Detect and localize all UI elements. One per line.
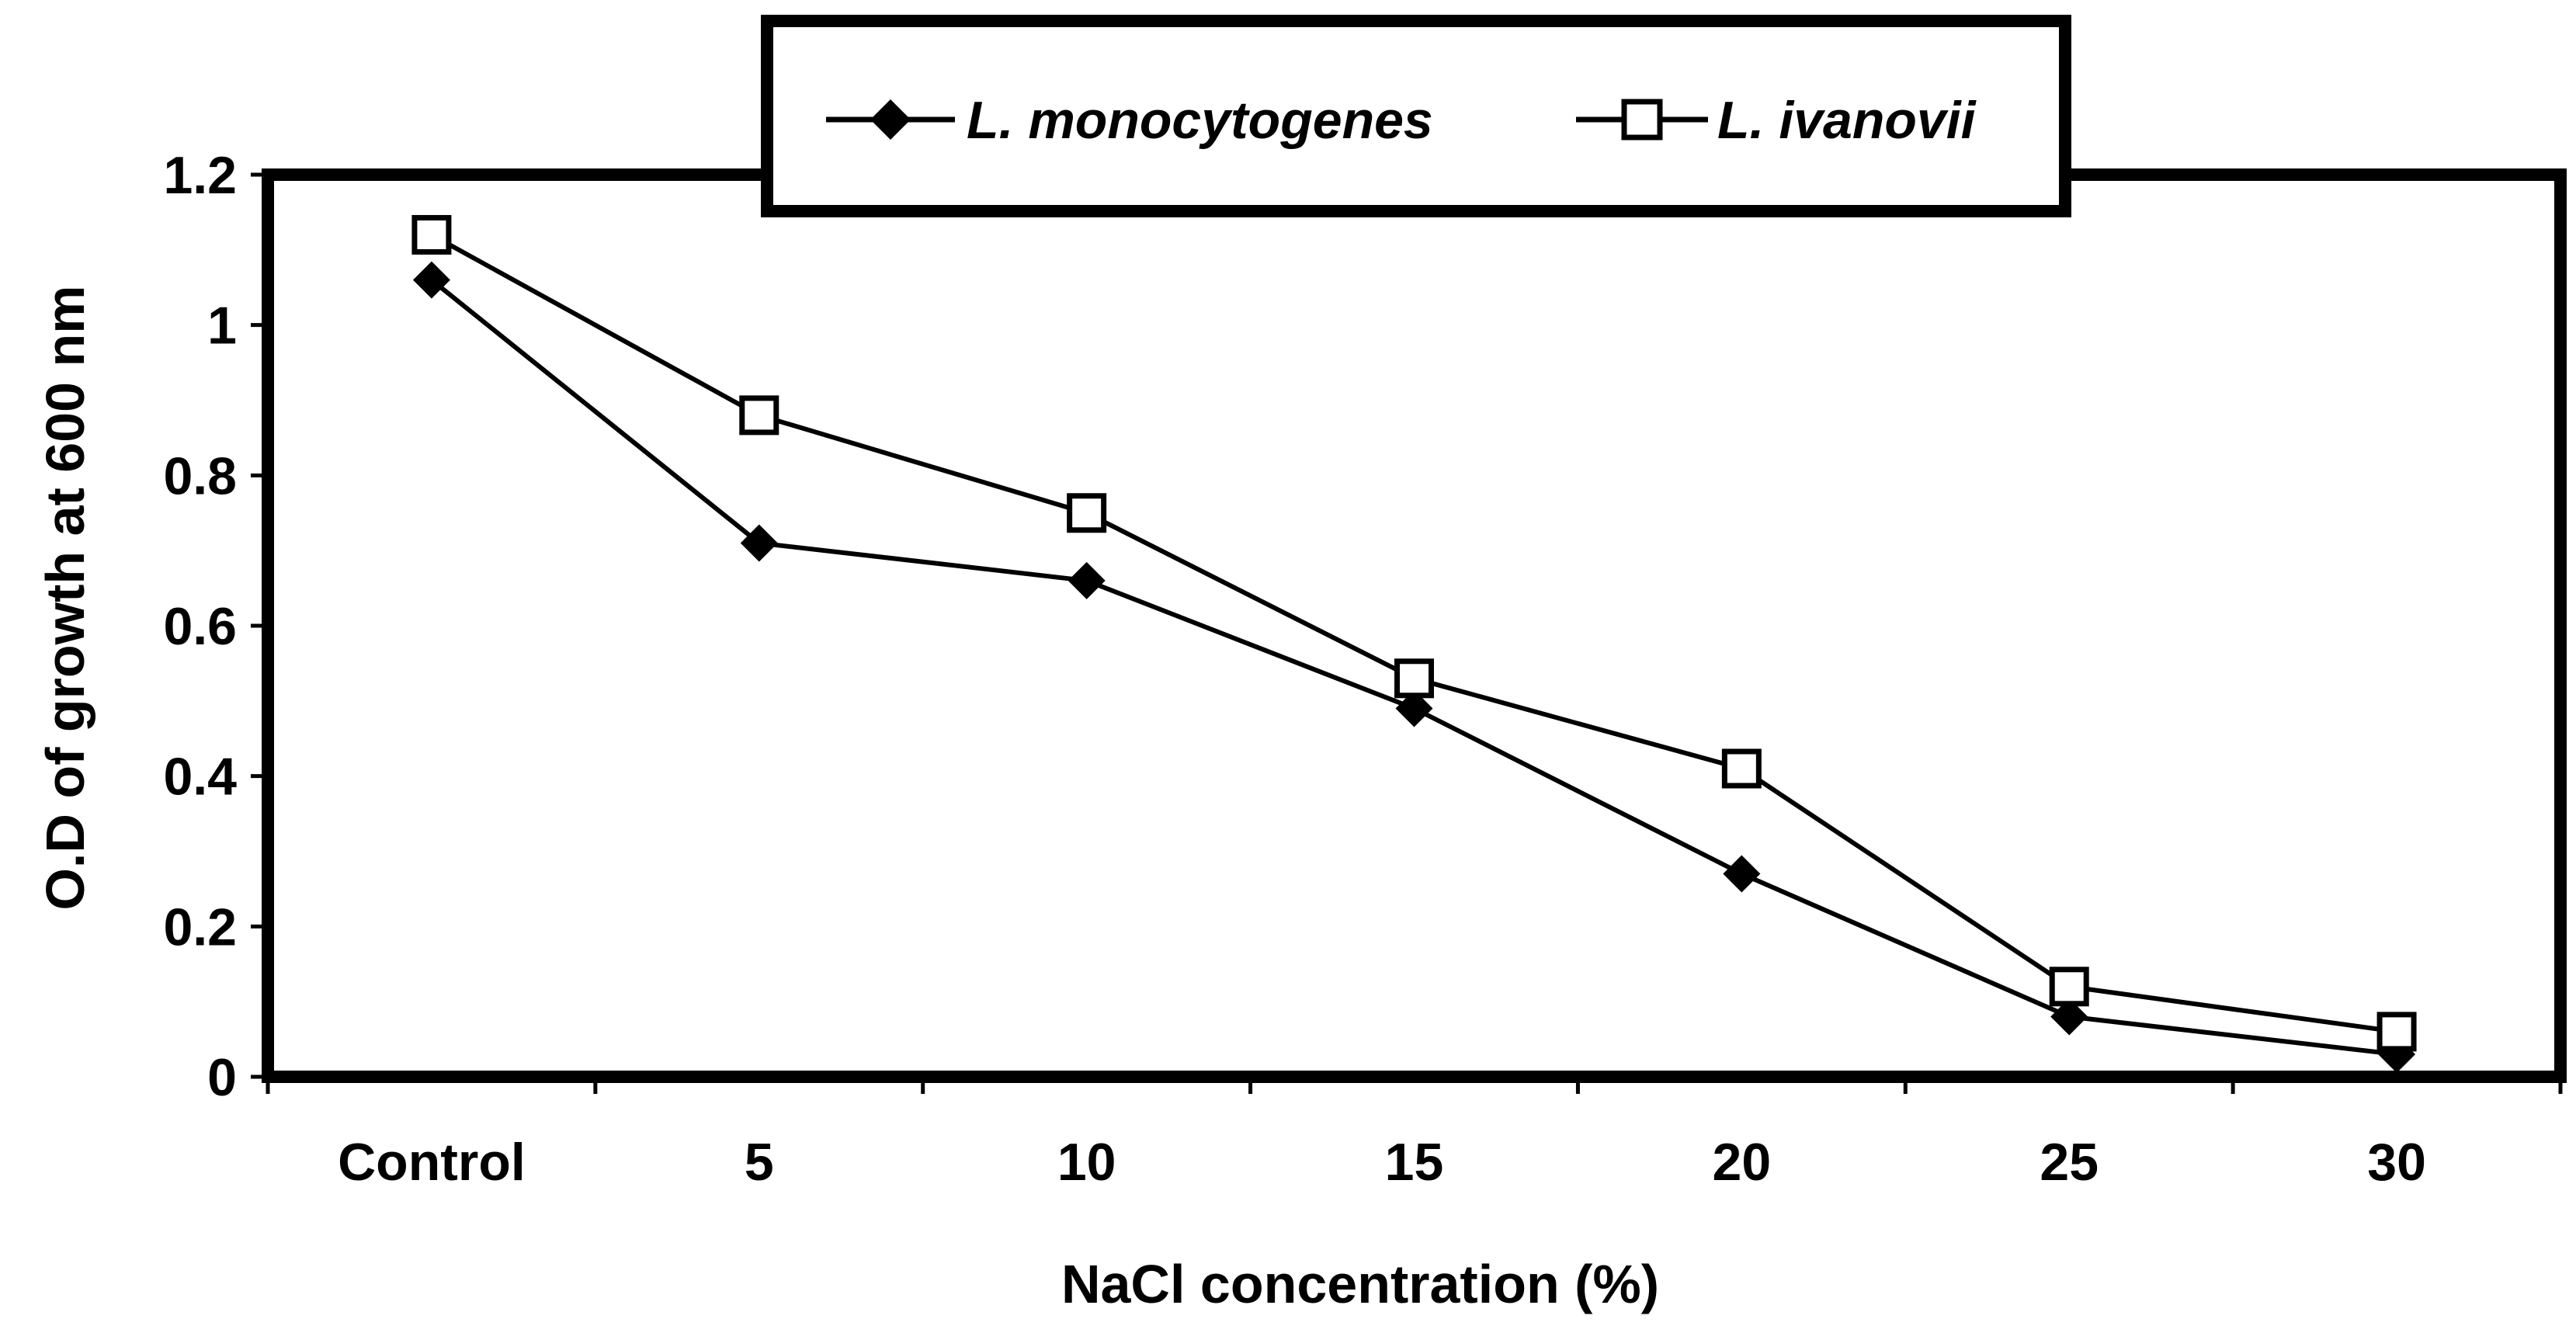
- data-point-monocytogenes: [2050, 998, 2088, 1036]
- x-axis-title: NaCl concentration (%): [1061, 1254, 1659, 1314]
- axes: 0 0.2 0.4 0.6 0.8 1 1.2 Control 5 10 15 20 25 30: [163, 146, 2563, 1192]
- x-tick-label: 25: [2040, 1133, 2099, 1192]
- data-point-ivanovii: [2049, 967, 2089, 1007]
- y-tick-label: 0.4: [163, 748, 237, 807]
- data-point-monocytogenes: [412, 261, 450, 299]
- y-tick-label: 1: [207, 297, 237, 356]
- data-point-monocytogenes: [740, 524, 778, 562]
- y-tick-label: 0: [207, 1048, 237, 1107]
- x-tick-label: Control: [338, 1133, 526, 1192]
- series: [411, 214, 2417, 1073]
- legend: L. monocytogenes L. ivanovii: [761, 15, 2071, 217]
- data-point-ivanovii: [2376, 1012, 2417, 1052]
- x-tick-label: 30: [2367, 1133, 2426, 1192]
- x-tick-label: 10: [1057, 1133, 1116, 1192]
- y-tick-label: 0.2: [163, 897, 237, 956]
- y-tick-label: 0.8: [163, 446, 237, 505]
- data-point-ivanovii: [739, 395, 779, 436]
- legend-label-ivanovii: L. ivanovii: [1717, 91, 1977, 150]
- plot-area-frame: [262, 168, 2567, 1083]
- legend-label-monocytogenes: L. monocytogenes: [967, 91, 1433, 150]
- data-point-ivanovii: [411, 214, 452, 255]
- legend-marker-ivanovii: [1621, 99, 1663, 141]
- y-tick-label: 1.2: [163, 146, 237, 205]
- data-point-ivanovii: [1067, 493, 1107, 533]
- data-point-ivanovii: [1394, 658, 1434, 699]
- x-tick-label: 20: [1713, 1133, 1772, 1192]
- data-point-monocytogenes: [1395, 689, 1433, 727]
- legend-marker-monocytogenes: [870, 99, 911, 140]
- y-tick-label: 0.6: [163, 597, 237, 656]
- legend-box: [761, 15, 2071, 217]
- data-point-monocytogenes: [1068, 561, 1106, 599]
- x-tick-label: 5: [745, 1133, 774, 1192]
- series-line-ivanovii: [430, 232, 2397, 1034]
- x-tick-label: 15: [1385, 1133, 1444, 1192]
- data-point-monocytogenes: [1723, 855, 1761, 893]
- data-point-ivanovii: [1721, 748, 1762, 789]
- y-axis-title: O.D of growth at 600 nm: [35, 285, 95, 910]
